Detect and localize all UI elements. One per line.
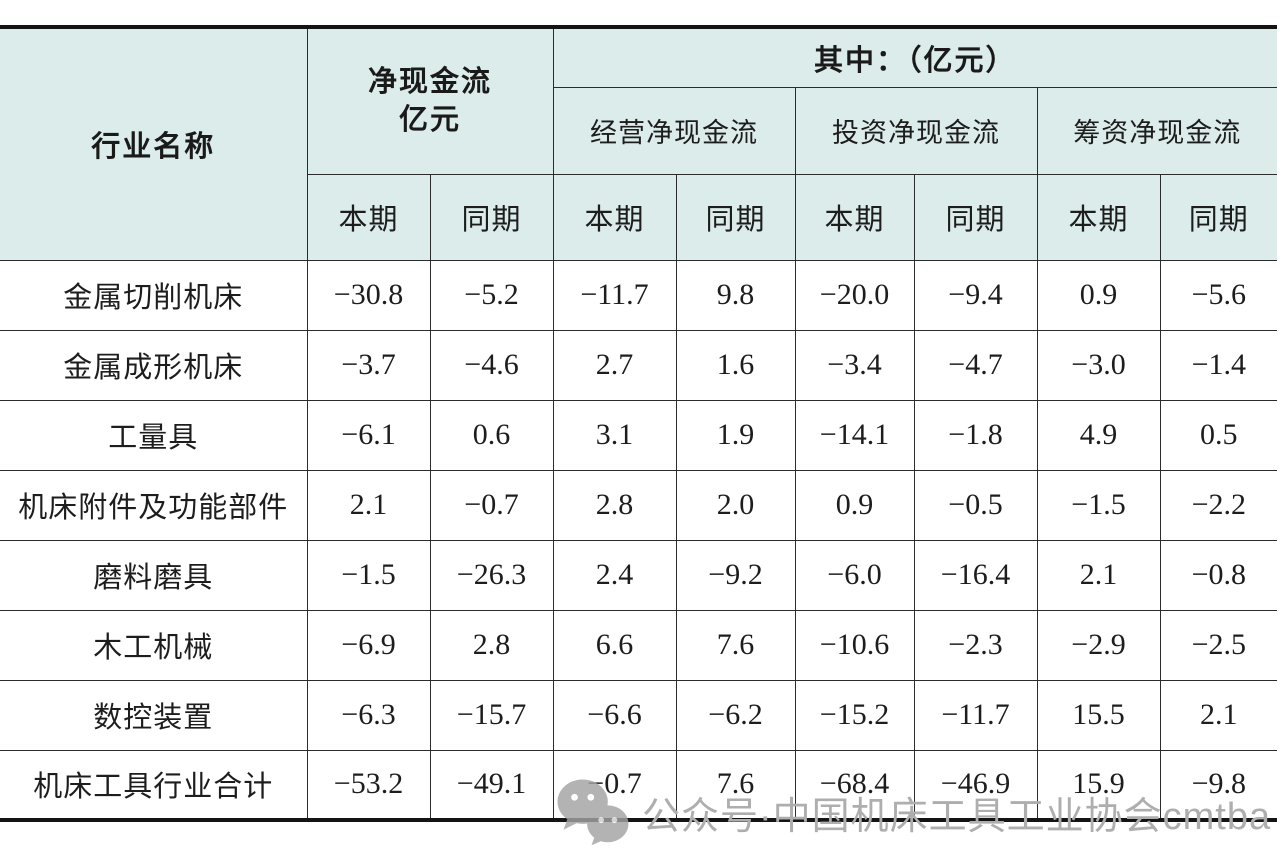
value-cell: −68.4	[794, 749, 915, 821]
period-header-cell: 同期	[429, 173, 554, 261]
table-row: 金属切削机床 −30.8 −5.2 −11.7 9.8 −20.0 −9.4 0…	[0, 259, 1278, 331]
value-cell: −5.2	[429, 259, 554, 331]
value-cell: −6.3	[306, 679, 431, 751]
value-cell: −3.0	[1036, 329, 1161, 401]
period-header-cell: 同期	[675, 173, 796, 261]
value-cell: −2.2	[1159, 469, 1278, 541]
header-net-cashflow: 净现金流 亿元	[306, 26, 554, 175]
value-cell: −6.6	[552, 679, 677, 751]
value-cell: −11.7	[913, 679, 1038, 751]
value-cell: −3.7	[306, 329, 431, 401]
value-cell: −9.8	[1159, 749, 1278, 821]
value-cell: −46.9	[913, 749, 1038, 821]
industry-name-cell: 机床附件及功能部件	[0, 469, 308, 541]
industry-name-cell: 数控装置	[0, 679, 308, 751]
value-cell: 9.8	[675, 259, 796, 331]
value-cell: −53.2	[306, 749, 431, 821]
value-cell: 2.8	[552, 469, 677, 541]
value-cell: −6.0	[794, 539, 915, 611]
header-net-cashflow-line2: 亿元	[399, 104, 462, 137]
value-cell: 2.1	[306, 469, 431, 541]
value-cell: −9.2	[675, 539, 796, 611]
value-cell: −2.5	[1159, 609, 1278, 681]
value-cell: −1.5	[306, 539, 431, 611]
value-cell: 2.7	[552, 329, 677, 401]
header-group-operating: 经营净现金流	[552, 86, 796, 175]
value-cell: 0.9	[794, 469, 915, 541]
value-cell: −4.6	[429, 329, 554, 401]
value-cell: 2.1	[1036, 539, 1161, 611]
value-cell: 15.5	[1036, 679, 1161, 751]
value-cell: −15.7	[429, 679, 554, 751]
value-cell: 2.0	[675, 469, 796, 541]
value-cell: −20.0	[794, 259, 915, 331]
header-group-investing: 投资净现金流	[794, 86, 1038, 175]
value-cell: −0.5	[913, 469, 1038, 541]
value-cell: −49.1	[429, 749, 554, 821]
industry-name-cell: 金属成形机床	[0, 329, 308, 401]
period-header-cell: 本期	[794, 173, 915, 261]
value-cell: 0.6	[429, 399, 554, 471]
table-row: 机床工具行业合计 −53.2 −49.1 −0.7 7.6 −68.4 −46.…	[0, 749, 1278, 821]
value-cell: −6.2	[675, 679, 796, 751]
value-cell: 4.9	[1036, 399, 1161, 471]
header-among-which: 其中：（亿元）	[552, 26, 1278, 88]
value-cell: −14.1	[794, 399, 915, 471]
header-industry: 行业名称	[0, 26, 308, 261]
table-row: 数控装置 −6.3 −15.7 −6.6 −6.2 −15.2 −11.7 15…	[0, 679, 1278, 751]
value-cell: −0.7	[429, 469, 554, 541]
value-cell: −2.3	[913, 609, 1038, 681]
industry-name-cell: 工量具	[0, 399, 308, 471]
period-header-cell: 本期	[306, 173, 431, 261]
value-cell: −16.4	[913, 539, 1038, 611]
value-cell: 1.6	[675, 329, 796, 401]
industry-name-cell: 磨料磨具	[0, 539, 308, 611]
value-cell: 3.1	[552, 399, 677, 471]
industry-name-cell: 金属切削机床	[0, 259, 308, 331]
table-row: 工量具 −6.1 0.6 3.1 1.9 −14.1 −1.8 4.9 0.5	[0, 399, 1278, 471]
value-cell: 7.6	[675, 609, 796, 681]
value-cell: −6.9	[306, 609, 431, 681]
value-cell: −11.7	[552, 259, 677, 331]
value-cell: −30.8	[306, 259, 431, 331]
table-row: 磨料磨具 −1.5 −26.3 2.4 −9.2 −6.0 −16.4 2.1 …	[0, 539, 1278, 611]
header-net-cashflow-line1: 净现金流	[368, 66, 493, 99]
table-row: 机床附件及功能部件 2.1 −0.7 2.8 2.0 0.9 −0.5 −1.5…	[0, 469, 1278, 541]
value-cell: −6.1	[306, 399, 431, 471]
value-cell: −0.7	[552, 749, 677, 821]
value-cell: 6.6	[552, 609, 677, 681]
value-cell: 15.9	[1036, 749, 1161, 821]
period-header-cell: 本期	[1036, 173, 1161, 261]
header-group-financing: 筹资净现金流	[1036, 86, 1278, 175]
industry-name-cell: 木工机械	[0, 609, 308, 681]
period-header-cell: 同期	[1159, 173, 1278, 261]
value-cell: −5.6	[1159, 259, 1278, 331]
table-row: 金属成形机床 −3.7 −4.6 2.7 1.6 −3.4 −4.7 −3.0 …	[0, 329, 1278, 401]
value-cell: −26.3	[429, 539, 554, 611]
value-cell: −3.4	[794, 329, 915, 401]
period-header-cell: 同期	[913, 173, 1038, 261]
value-cell: 2.4	[552, 539, 677, 611]
value-cell: 2.8	[429, 609, 554, 681]
value-cell: 0.5	[1159, 399, 1278, 471]
value-cell: −1.8	[913, 399, 1038, 471]
value-cell: −9.4	[913, 259, 1038, 331]
industry-name-cell: 机床工具行业合计	[0, 749, 308, 821]
value-cell: 0.9	[1036, 259, 1161, 331]
value-cell: 2.1	[1159, 679, 1278, 751]
value-cell: 1.9	[675, 399, 796, 471]
value-cell: −10.6	[794, 609, 915, 681]
table-row: 木工机械 −6.9 2.8 6.6 7.6 −10.6 −2.3 −2.9 −2…	[0, 609, 1278, 681]
value-cell: −1.5	[1036, 469, 1161, 541]
value-cell: 7.6	[675, 749, 796, 821]
value-cell: −15.2	[794, 679, 915, 751]
value-cell: −0.8	[1159, 539, 1278, 611]
value-cell: −1.4	[1159, 329, 1278, 401]
value-cell: −2.9	[1036, 609, 1161, 681]
cashflow-table: 行业名称 净现金流 亿元 其中：（亿元） 经营净现金流 投资净现金流 筹资净现金…	[0, 25, 1278, 822]
period-header-cell: 本期	[552, 173, 677, 261]
value-cell: −4.7	[913, 329, 1038, 401]
